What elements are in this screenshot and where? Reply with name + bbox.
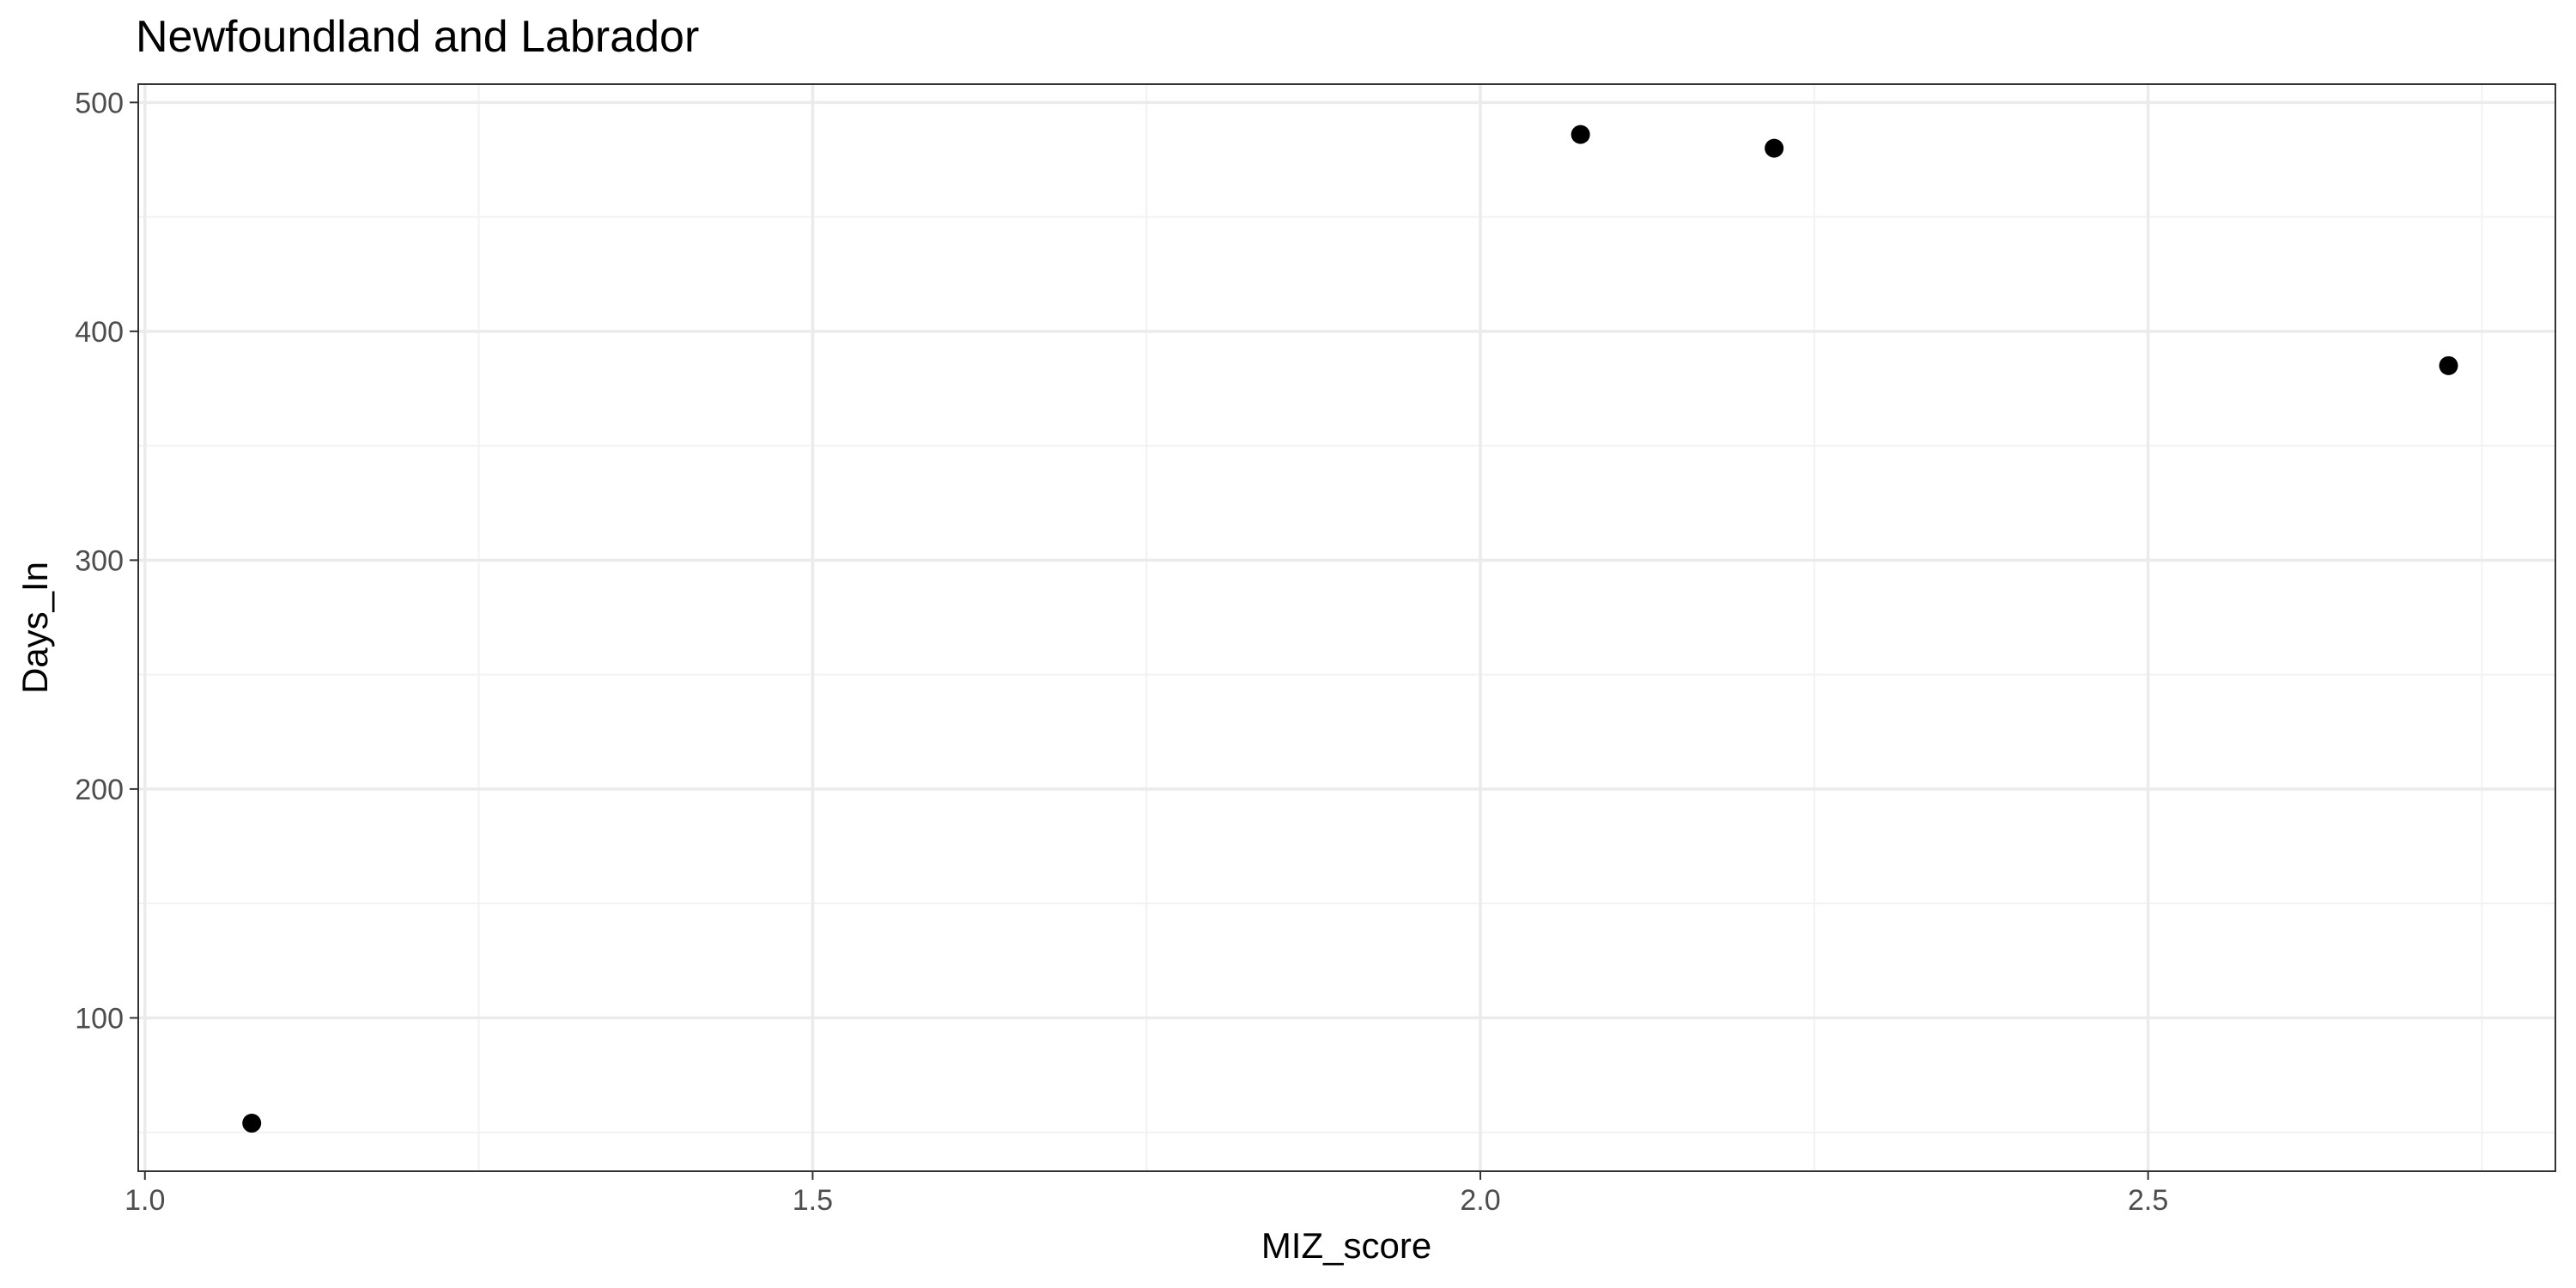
- data-point: [2439, 355, 2458, 375]
- x-tick-label: 1.0: [125, 1184, 165, 1217]
- data-point: [1765, 138, 1784, 158]
- y-axis: 100 200 300 400 500: [75, 87, 138, 1035]
- y-tick-label: 300: [75, 544, 124, 577]
- plot-panel-background: [138, 84, 2555, 1171]
- minor-gridlines: [138, 84, 2555, 1171]
- x-axis-label: MIZ_score: [1261, 1225, 1431, 1266]
- x-tick-label: 1.5: [793, 1184, 833, 1217]
- x-tick-label: 2.0: [1460, 1184, 1500, 1217]
- x-axis: 1.0 1.5 2.0 2.5: [125, 1171, 2168, 1217]
- y-tick-label: 200: [75, 774, 124, 806]
- data-point: [242, 1114, 262, 1133]
- y-tick-label: 500: [75, 87, 124, 119]
- x-tick-label: 2.5: [2128, 1184, 2168, 1217]
- major-gridlines: [138, 84, 2555, 1171]
- y-axis-label: Days_In: [15, 562, 55, 694]
- y-tick-label: 100: [75, 1002, 124, 1035]
- data-point: [1571, 125, 1590, 144]
- data-points: [242, 125, 2458, 1133]
- y-tick-label: 400: [75, 316, 124, 349]
- chart-title: Newfoundland and Labrador: [136, 12, 699, 62]
- plot-panel-border: [137, 83, 2556, 1172]
